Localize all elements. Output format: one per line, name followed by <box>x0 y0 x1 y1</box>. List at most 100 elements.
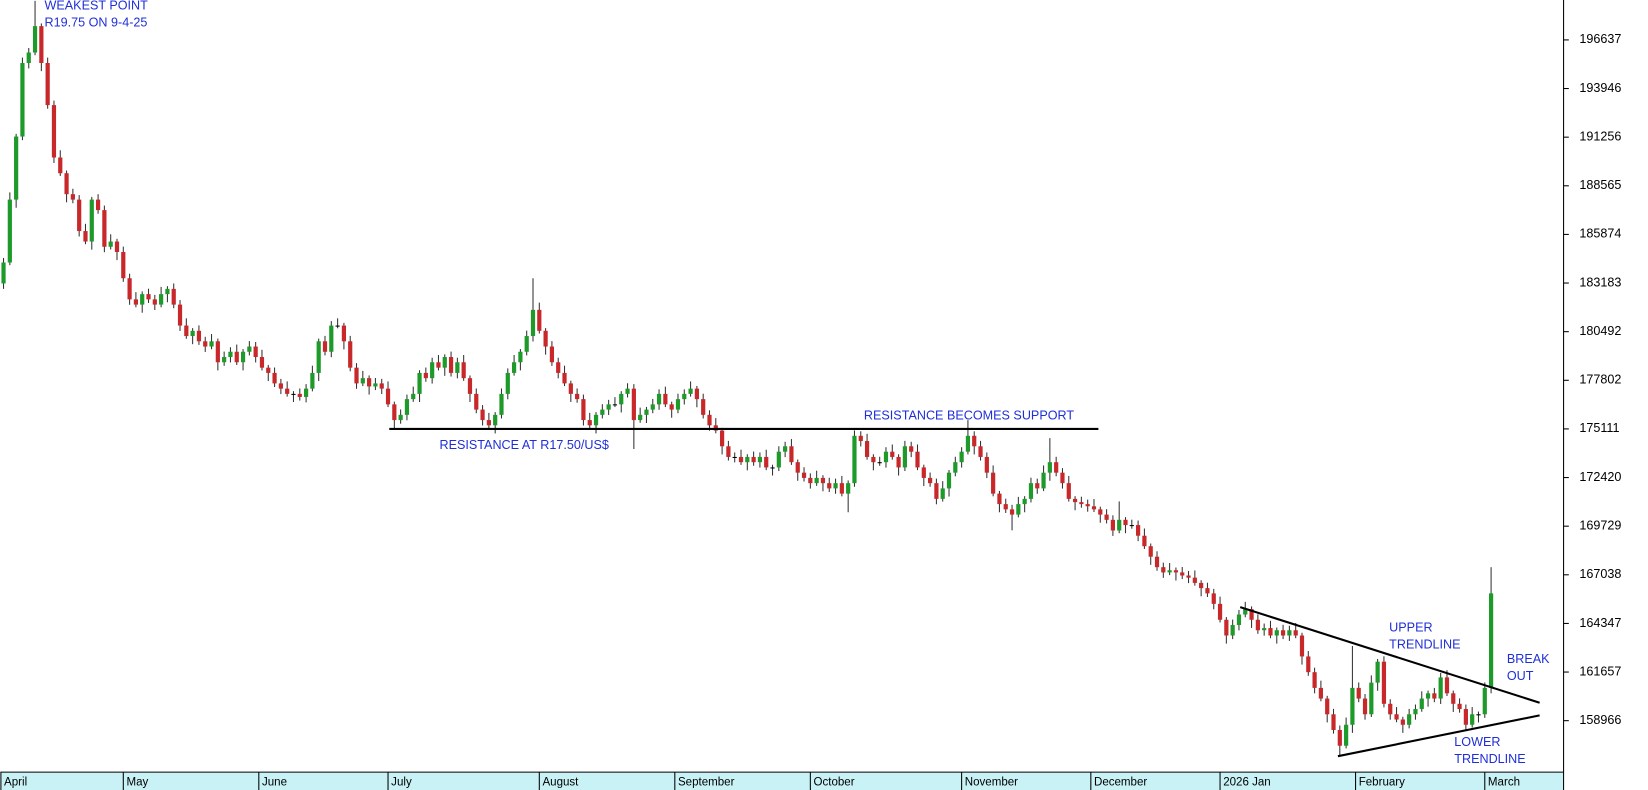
candle-body <box>486 420 491 426</box>
candle-body <box>140 294 145 305</box>
candle-body <box>341 325 347 342</box>
candle-body <box>1009 509 1015 515</box>
candle-body <box>114 241 120 253</box>
y-tick-label: 183183 <box>1579 275 1621 289</box>
candle-body <box>1205 588 1210 594</box>
candle-body <box>719 430 725 447</box>
x-tick-label: August <box>542 777 579 789</box>
annotation: RESISTANCE BECOMES SUPPORT <box>864 408 1074 422</box>
candle-body <box>1236 614 1242 626</box>
candle-body <box>354 367 359 384</box>
candle-body <box>524 336 529 352</box>
candle-body <box>902 446 907 468</box>
candle-body <box>751 456 756 463</box>
candle-body <box>694 388 699 400</box>
x-tick-label: December <box>1094 777 1147 789</box>
candle-body <box>707 414 712 426</box>
candle-body <box>1054 462 1059 473</box>
candle-body <box>820 477 826 484</box>
x-tick-label: April <box>4 777 27 789</box>
candle-body <box>972 435 977 447</box>
candle-body <box>398 414 403 421</box>
candle-body <box>1312 672 1317 688</box>
candle-body <box>266 367 271 373</box>
candle-body <box>1173 570 1179 573</box>
candle-body <box>379 383 384 389</box>
candle-body <box>909 446 914 452</box>
candle-body <box>455 362 460 373</box>
candle-body <box>171 288 176 305</box>
candle-body <box>1224 619 1229 636</box>
candle-body <box>316 341 321 373</box>
y-tick-label: 169729 <box>1579 519 1621 533</box>
candle-body <box>196 330 202 342</box>
candle-body <box>940 488 945 499</box>
candle-body <box>946 472 952 489</box>
candle-body <box>537 309 542 331</box>
candle-body <box>253 346 258 358</box>
y-tick-label: 167038 <box>1579 567 1621 581</box>
candle-body <box>1451 693 1456 704</box>
candle-body <box>1136 525 1141 536</box>
candle-body <box>1255 619 1260 631</box>
candle-body <box>877 462 882 464</box>
candle-body <box>329 325 334 352</box>
candle-body <box>77 199 82 232</box>
annotation: R19.75 ON 9-4-25 <box>45 15 148 29</box>
candle-body <box>757 456 763 463</box>
candle-body <box>1394 714 1399 720</box>
candle-body <box>259 357 265 368</box>
candle-body <box>1268 628 1273 636</box>
candle-body <box>278 383 283 389</box>
candle-body <box>1356 687 1361 699</box>
candle-body <box>1230 625 1235 636</box>
candle-body <box>367 378 372 387</box>
candle-body <box>51 105 57 158</box>
candle-body <box>58 157 63 174</box>
candle-body <box>423 372 428 379</box>
candle-body <box>928 477 933 484</box>
candle-body <box>1211 593 1216 604</box>
candle-body <box>184 325 189 337</box>
candle-body <box>871 456 876 463</box>
candle-body <box>934 483 939 499</box>
candle-body <box>209 341 214 347</box>
x-tick-label: July <box>391 777 412 789</box>
candle-body <box>1066 483 1071 499</box>
candle-body <box>1192 577 1197 583</box>
candle-body <box>1299 635 1305 657</box>
candle-body <box>1407 714 1412 725</box>
candle-body <box>745 456 750 463</box>
candle-body <box>814 477 819 484</box>
candle-body <box>1047 462 1052 473</box>
candle-body <box>644 409 649 415</box>
candle-body <box>392 404 397 421</box>
candle-body <box>1117 519 1122 531</box>
candle-body <box>764 456 769 468</box>
candle-body <box>159 294 164 305</box>
candle-body <box>467 378 473 394</box>
candle-body <box>89 199 94 242</box>
candle-body <box>864 441 870 457</box>
candle-body <box>165 288 170 295</box>
annotation: LOWER <box>1454 735 1500 749</box>
annotation: OUT <box>1507 669 1534 683</box>
candle-body <box>839 483 844 494</box>
candle-body <box>1041 472 1046 489</box>
candle-body <box>688 388 693 394</box>
candle-body <box>348 341 353 368</box>
candle-body <box>385 388 391 405</box>
y-tick-label: 188565 <box>1579 178 1621 192</box>
candle-body <box>543 330 548 347</box>
candle-body <box>1362 698 1368 715</box>
candle-body <box>568 383 573 394</box>
candle-body <box>1154 556 1160 568</box>
y-tick-label: 175111 <box>1579 421 1619 435</box>
trendline <box>1239 606 1540 704</box>
candle-body <box>991 472 996 494</box>
x-tick-label: 2026 Jan <box>1223 777 1271 789</box>
candle-body <box>593 414 599 426</box>
candle-body <box>177 304 183 326</box>
